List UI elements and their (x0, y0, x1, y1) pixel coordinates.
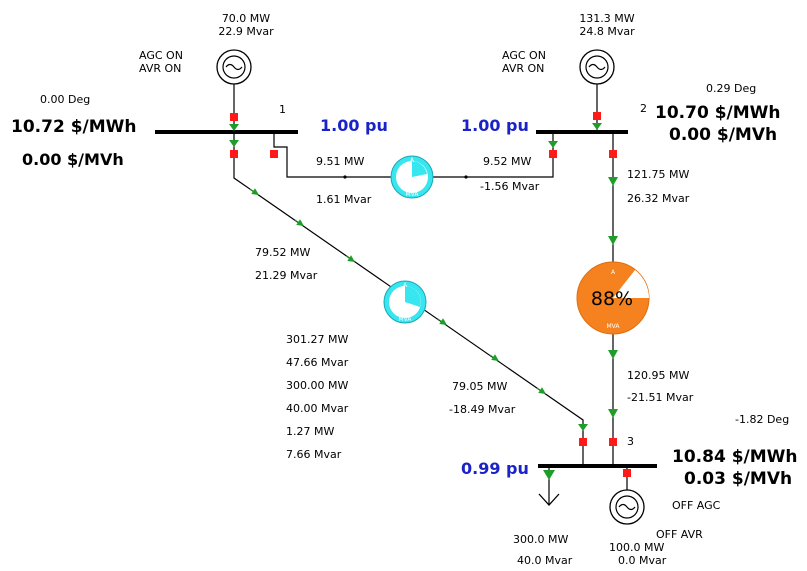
gen2-breaker[interactable] (593, 112, 601, 120)
line12-breaker-bus1[interactable] (270, 150, 278, 158)
line23-flow-arrow-3 (608, 350, 618, 359)
gen1-symbol[interactable] (216, 49, 252, 85)
summary-value: 1.27 MW (286, 425, 334, 438)
line23-from-mvar: 26.32 Mvar (627, 192, 690, 205)
line12-from-mw: 9.51 MW (316, 155, 364, 168)
line12-to-mw: 9.52 MW (483, 155, 531, 168)
svg-text:MVA: MVA (398, 316, 412, 323)
load3-mvar: 40.0 Mvar (517, 554, 573, 567)
bus1-voltage[interactable]: 1.00 pu (320, 116, 388, 135)
summary-value: 300.00 MW (286, 379, 348, 392)
line13-chevron-3 (345, 255, 355, 262)
gen2-mw: 131.3 MW (579, 12, 634, 25)
gen3-mvar: 0.0 Mvar (618, 554, 667, 567)
bus2-price-mvar: 0.00 $/MVh (669, 125, 777, 145)
gen1-mvar: 22.9 Mvar (218, 25, 274, 38)
bus1-number: 1 (279, 103, 286, 116)
bus3-price-mw: 10.84 $/MWh (672, 447, 798, 467)
bus1-angle: 0.00 Deg (40, 93, 90, 106)
svg-text:MVA: MVA (606, 323, 620, 330)
bus2-angle: 0.29 Deg (706, 82, 756, 95)
bus2-number: 2 (640, 102, 647, 115)
gen1-flow-arrow (229, 124, 239, 131)
gen2-symbol[interactable] (579, 49, 615, 85)
load3-mw: 300.0 MW (513, 533, 568, 546)
gen3-agc-status: OFF AGC (672, 499, 721, 512)
line23-to-mw: 120.95 MW (627, 369, 689, 382)
line23-loading-label: 88% (591, 288, 633, 310)
line12-dot-b (464, 175, 468, 179)
bus3-angle: -1.82 Deg (735, 413, 789, 426)
line23-breaker-bus2[interactable] (609, 150, 617, 158)
gen3-mw: 100.0 MW (609, 541, 664, 554)
bus2-voltage[interactable]: 1.00 pu (461, 116, 529, 135)
line12-from-mvar: 1.61 Mvar (316, 193, 372, 206)
bus3-voltage[interactable]: 0.99 pu (461, 459, 529, 478)
line13-breaker-bus3[interactable] (579, 438, 587, 446)
line23-from-mw: 121.75 MW (627, 168, 689, 181)
line13-chevron-5 (489, 354, 499, 361)
line23-breaker-bus3[interactable] (609, 438, 617, 446)
line13-to-mw: 79.05 MW (452, 380, 507, 393)
gen3-breaker[interactable] (623, 469, 631, 477)
bus1-price-mvar: 0.00 $/MVh (22, 150, 124, 169)
gen1-breaker[interactable] (230, 113, 238, 121)
line13-from-mvar: 21.29 Mvar (255, 269, 318, 282)
line23-gauge[interactable]: A MVA 88% (576, 261, 650, 335)
svg-text:A: A (611, 269, 616, 276)
line12-gauge[interactable]: A MVA (390, 155, 434, 199)
gen3-avr-status: OFF AVR (656, 528, 703, 541)
line12-flow-arrow (548, 141, 558, 148)
gen2-avr-status: AVR ON (502, 62, 544, 75)
gen1-agc-status: AGC ON (139, 49, 183, 62)
line13-breaker-bus1[interactable] (230, 150, 238, 158)
summary-value: 301.27 MW (286, 333, 348, 346)
gen1-mw: 70.0 MW (222, 12, 270, 25)
gen2-agc-status: AGC ON (502, 49, 546, 62)
bus3-price-mvar: 0.03 $/MVh (684, 469, 792, 489)
line13-to-mvar: -18.49 Mvar (449, 403, 516, 416)
gen1-avr-status: AVR ON (139, 62, 181, 75)
gen2-mvar: 24.8 Mvar (579, 25, 635, 38)
line23-flow-arrow-4 (608, 409, 618, 418)
line23-flow-arrow-1 (608, 177, 618, 186)
line13-gauge[interactable]: A MVA (383, 280, 427, 324)
bus1-price-mw: 10.72 $/MWh (11, 117, 137, 137)
line13-chevron-4 (437, 318, 447, 325)
svg-text:MVA: MVA (405, 191, 419, 198)
bus2-price-mw: 10.70 $/MWh (655, 103, 781, 123)
line13-from-mw: 79.52 MW (255, 246, 310, 259)
summary-value: 7.66 Mvar (286, 448, 342, 461)
line13-chevron-6 (536, 387, 546, 394)
line13-flow-arrow-1 (229, 140, 239, 147)
line13-flow-arrow-2 (578, 424, 588, 431)
line13-chevron-1 (249, 188, 259, 195)
gen3-symbol[interactable] (609, 489, 645, 525)
line23-to-mvar: -21.51 Mvar (627, 391, 694, 404)
summary-value: 40.00 Mvar (286, 402, 349, 415)
summary-value: 47.66 Mvar (286, 356, 349, 369)
gen2-flow-arrow (592, 123, 602, 130)
line23-flow-arrow-2 (608, 236, 618, 245)
line12-to-mvar: -1.56 Mvar (480, 180, 540, 193)
svg-text:A: A (403, 282, 408, 289)
bus3-number: 3 (627, 435, 634, 448)
line12-breaker-bus2[interactable] (549, 150, 557, 158)
load3-flow-arrow (543, 470, 555, 480)
svg-text:A: A (410, 157, 415, 164)
line12-dot-a (343, 175, 347, 179)
line13-chevron-2 (294, 219, 304, 226)
load3-symbol[interactable] (538, 493, 560, 506)
